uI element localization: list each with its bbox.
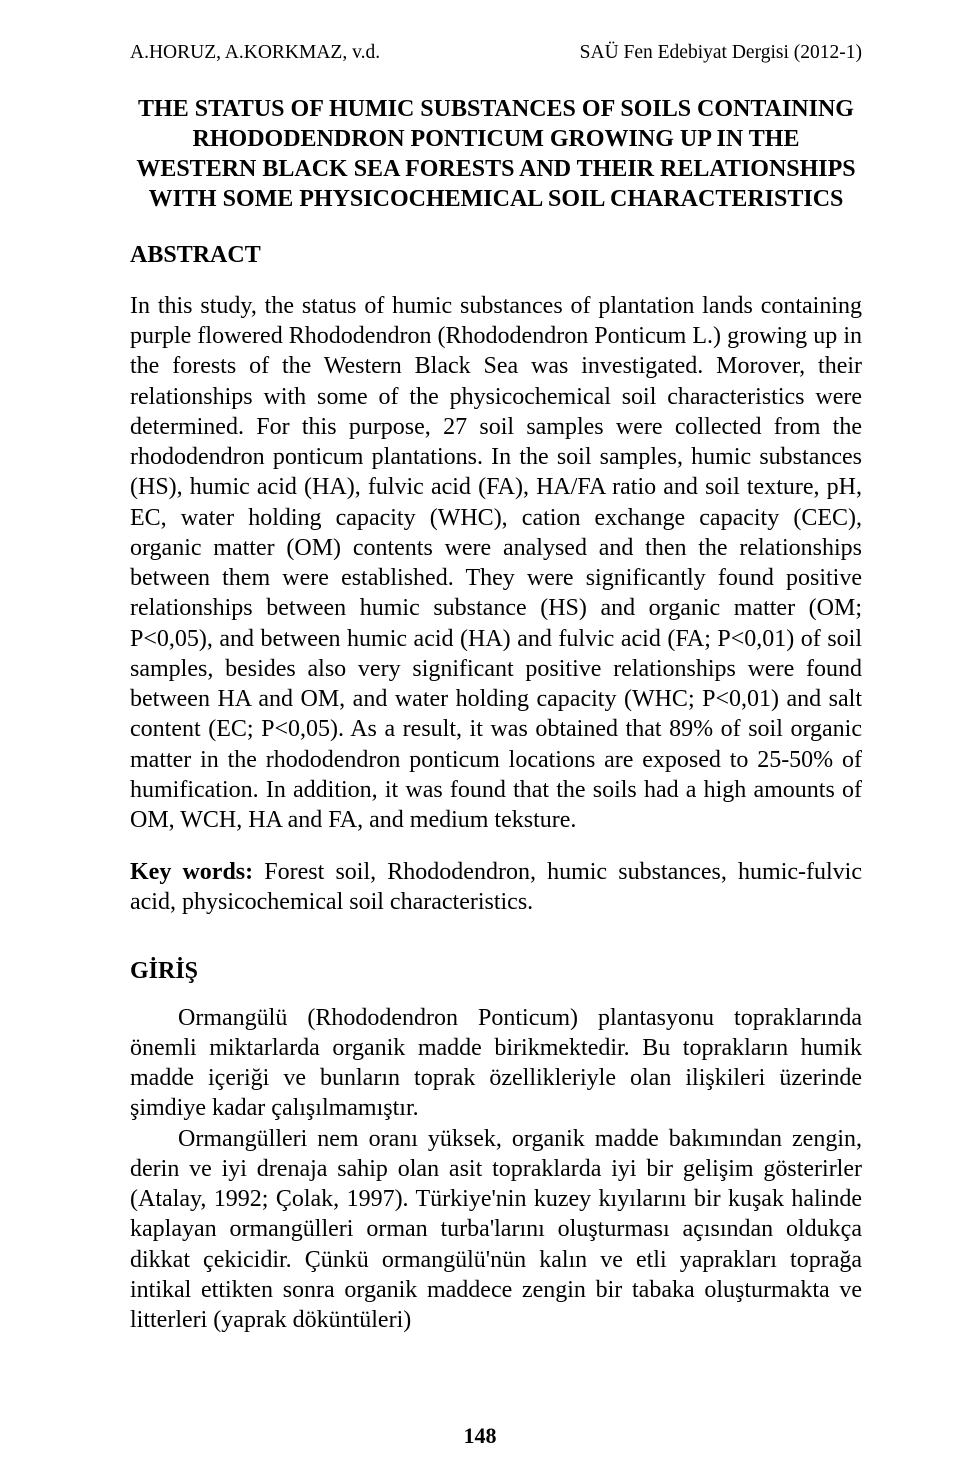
keywords-label: Key words: <box>130 859 253 885</box>
body-paragraph: Ormangülü (Rhododendron Ponticum) planta… <box>130 1003 862 1124</box>
running-header: A.HORUZ, A.KORKMAZ, v.d. SAÜ Fen Edebiya… <box>130 42 862 64</box>
keywords: Key words: Forest soil, Rhododendron, hu… <box>130 857 862 917</box>
article-title: THE STATUS OF HUMIC SUBSTANCES OF SOILS … <box>130 94 862 214</box>
section-heading-giris: GİRİŞ <box>130 958 862 985</box>
header-right: SAÜ Fen Edebiyat Dergisi (2012-1) <box>580 42 862 64</box>
header-left: A.HORUZ, A.KORKMAZ, v.d. <box>130 42 380 64</box>
page-number: 148 <box>0 1423 960 1449</box>
body-paragraph: Ormangülleri nem oranı yüksek, organik m… <box>130 1124 862 1336</box>
page: A.HORUZ, A.KORKMAZ, v.d. SAÜ Fen Edebiya… <box>0 0 960 1477</box>
abstract-label: ABSTRACT <box>130 242 862 269</box>
abstract-body: In this study, the status of humic subst… <box>130 291 862 835</box>
